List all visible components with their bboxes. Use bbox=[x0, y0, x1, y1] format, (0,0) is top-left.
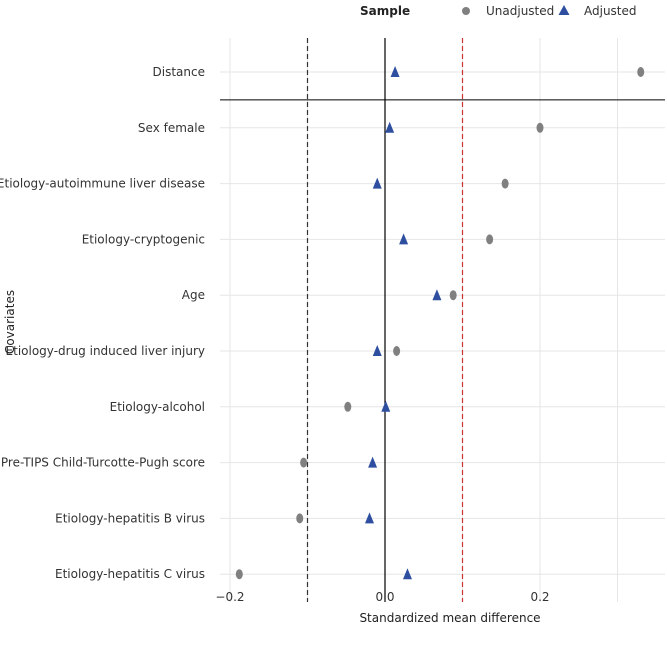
legend-title: Sample bbox=[360, 4, 410, 18]
legend-label-adjusted: Adjusted bbox=[584, 4, 637, 18]
category-label: Distance bbox=[153, 65, 205, 79]
category-labels: Distance Sex female Etiology-autoimmune li… bbox=[0, 65, 205, 581]
point-unadjusted bbox=[344, 401, 352, 412]
point-adjusted bbox=[372, 177, 382, 189]
point-adjusted bbox=[432, 289, 442, 301]
category-label: Etiology-drug induced liver injury bbox=[6, 344, 205, 358]
legend-marker-adjusted bbox=[558, 5, 570, 15]
data-points bbox=[235, 66, 645, 580]
point-unadjusted bbox=[637, 67, 645, 77]
point-adjusted bbox=[399, 233, 409, 245]
x-tick-label: −0.2 bbox=[215, 590, 244, 604]
grid-lines bbox=[220, 38, 665, 602]
category-label: Sex female bbox=[138, 121, 205, 135]
reference-lines bbox=[220, 38, 665, 602]
point-unadjusted bbox=[235, 569, 243, 580]
x-tick-label: 0.0 bbox=[375, 590, 394, 604]
point-unadjusted bbox=[536, 122, 544, 133]
point-adjusted bbox=[365, 512, 374, 524]
category-label: Etiology-hepatitis C virus bbox=[55, 567, 205, 581]
category-label: Etiology-cryptogenic bbox=[82, 232, 205, 246]
point-adjusted bbox=[390, 66, 400, 77]
legend-marker-unadjusted bbox=[462, 7, 470, 15]
point-unadjusted bbox=[296, 513, 304, 524]
x-tick-label: 0.2 bbox=[530, 590, 549, 604]
point-adjusted bbox=[381, 400, 391, 412]
point-unadjusted bbox=[449, 290, 457, 301]
category-label: Age bbox=[182, 288, 205, 302]
point-unadjusted bbox=[300, 457, 308, 468]
legend: Sample Unadjusted Adjusted bbox=[360, 4, 637, 18]
x-axis-title: Standardized mean difference bbox=[359, 611, 540, 625]
category-label: Etiology-autoimmune liver disease bbox=[0, 177, 205, 191]
point-adjusted bbox=[372, 345, 382, 356]
point-adjusted bbox=[385, 121, 395, 133]
point-adjusted bbox=[368, 456, 378, 468]
category-label: Etiology-alcohol bbox=[110, 400, 205, 414]
category-label: Etiology-hepatitis B virus bbox=[55, 511, 205, 525]
legend-label-unadjusted: Unadjusted bbox=[486, 4, 554, 18]
x-tick-labels: −0.2 0.0 0.2 bbox=[215, 590, 549, 604]
point-unadjusted bbox=[486, 234, 494, 245]
category-label: Pre-TIPS Child-Turcotte-Pugh score bbox=[1, 456, 205, 470]
point-adjusted bbox=[402, 568, 412, 580]
y-axis-title: Covariates bbox=[3, 290, 17, 354]
point-unadjusted bbox=[393, 346, 401, 356]
point-unadjusted bbox=[501, 178, 509, 189]
